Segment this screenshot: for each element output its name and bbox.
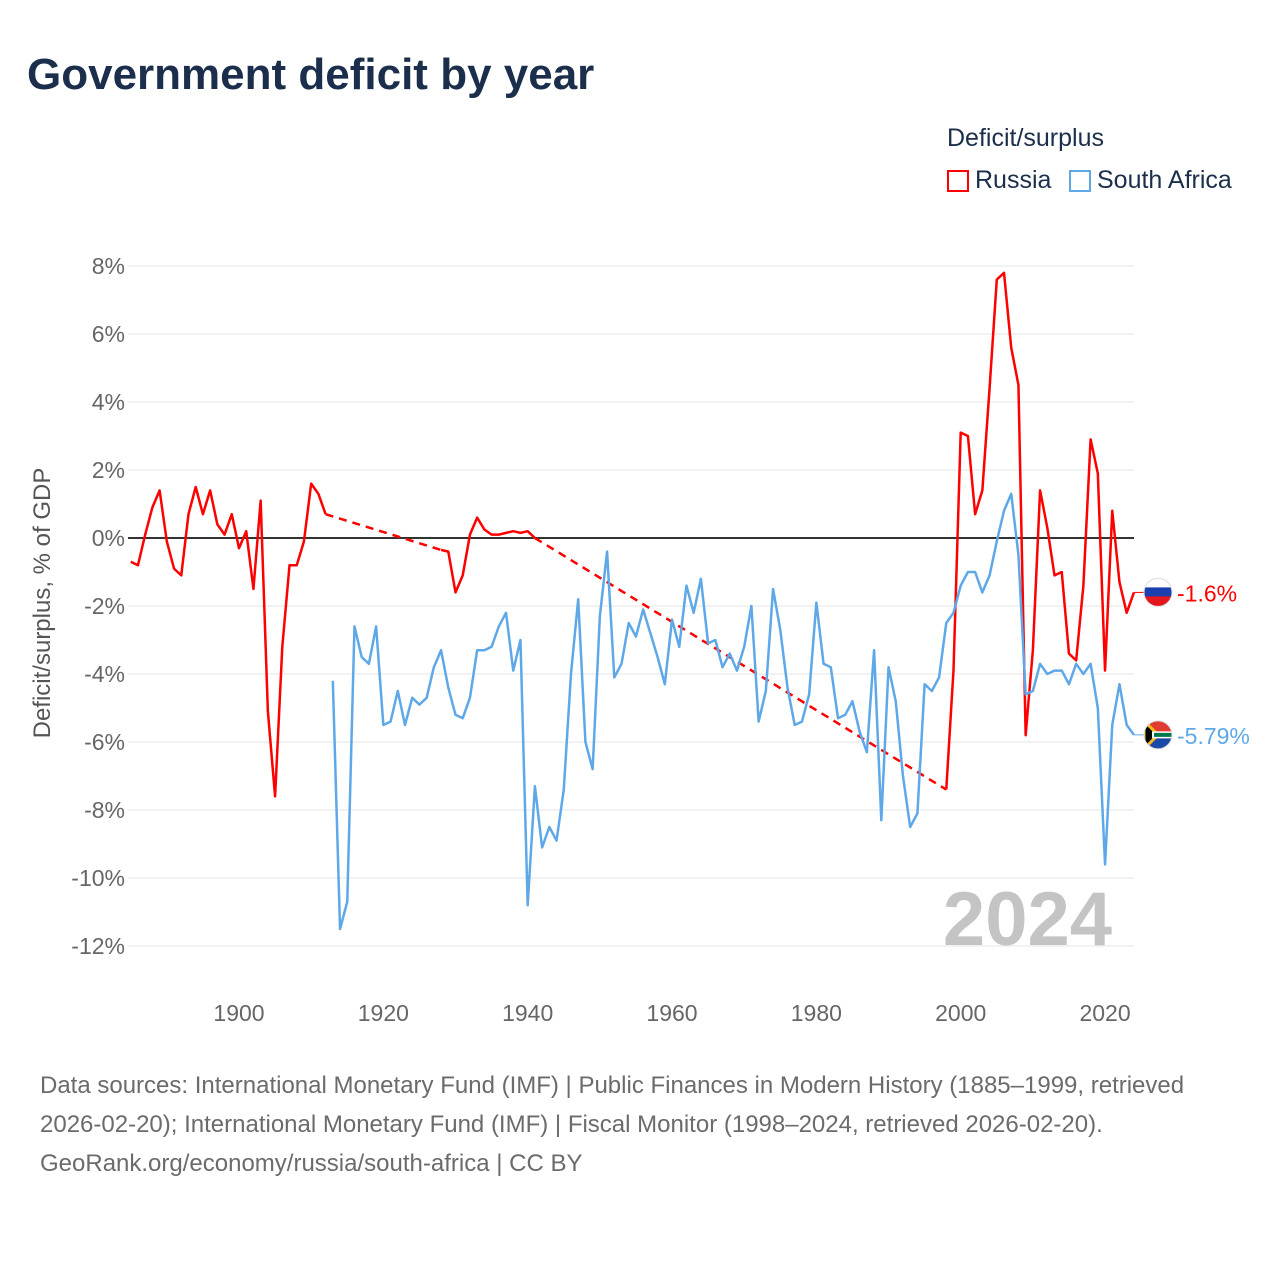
x-tick-label: 1920 — [358, 1000, 409, 1026]
footer: Data sources: International Monetary Fun… — [40, 1066, 1240, 1183]
y-tick-label: 4% — [92, 389, 125, 415]
data-sources: Data sources: International Monetary Fun… — [40, 1072, 1185, 1138]
x-tick-label: 1980 — [791, 1000, 842, 1026]
y-tick-label: 6% — [92, 321, 125, 347]
y-tick-label: -12% — [71, 933, 125, 959]
y-tick-label: -8% — [84, 797, 125, 823]
x-tick-label: 2000 — [935, 1000, 986, 1026]
x-tick-label: 2020 — [1079, 1000, 1130, 1026]
south-africa-flag-icon — [1143, 720, 1173, 750]
gap-connector — [325, 513, 442, 552]
line-chart: Deficit/surplus, % of GDP 2024 8% 6% 4% 2% 0… — [29, 253, 1250, 1026]
legend-item-russia[interactable]: Russia — [947, 166, 1051, 195]
legend-swatch-russia — [947, 169, 969, 192]
legend-item-south-africa[interactable]: South Africa — [1069, 166, 1232, 195]
gap-connector — [534, 536, 947, 791]
x-tick-label: 1960 — [646, 1000, 697, 1026]
y-tick-label: 8% — [92, 253, 125, 279]
series-line-russia — [440, 516, 536, 594]
y-tick-label: -6% — [84, 729, 125, 755]
y-tick-label: -4% — [84, 661, 125, 687]
y-tick-label: -2% — [84, 593, 125, 619]
x-tick-label: 1900 — [213, 1000, 264, 1026]
series-line-russia — [130, 482, 327, 798]
series-line-russia — [945, 271, 1136, 790]
y-tick-label: 0% — [92, 525, 125, 551]
series-line-south-africa — [331, 492, 1135, 931]
end-value-label: -1.6% — [1177, 580, 1237, 606]
legend-label: Russia — [975, 166, 1052, 194]
y-tick-label: 2% — [92, 457, 125, 483]
y-axis-label: Deficit/surplus, % of GDP — [29, 468, 56, 739]
year-watermark: 2024 — [943, 877, 1112, 962]
credit-link[interactable]: GeoRank.org/economy/russia/south-africa … — [40, 1150, 583, 1177]
legend-swatch-south-africa — [1069, 169, 1091, 192]
chart-title: Government deficit by year — [27, 50, 595, 99]
end-value-label: -5.79% — [1177, 723, 1250, 749]
russia-flag-icon — [1143, 577, 1173, 607]
legend-label: South Africa — [1097, 166, 1232, 194]
y-tick-label: -10% — [71, 865, 125, 891]
legend-title: Deficit/surplus — [947, 124, 1104, 152]
x-tick-label: 1940 — [502, 1000, 553, 1026]
